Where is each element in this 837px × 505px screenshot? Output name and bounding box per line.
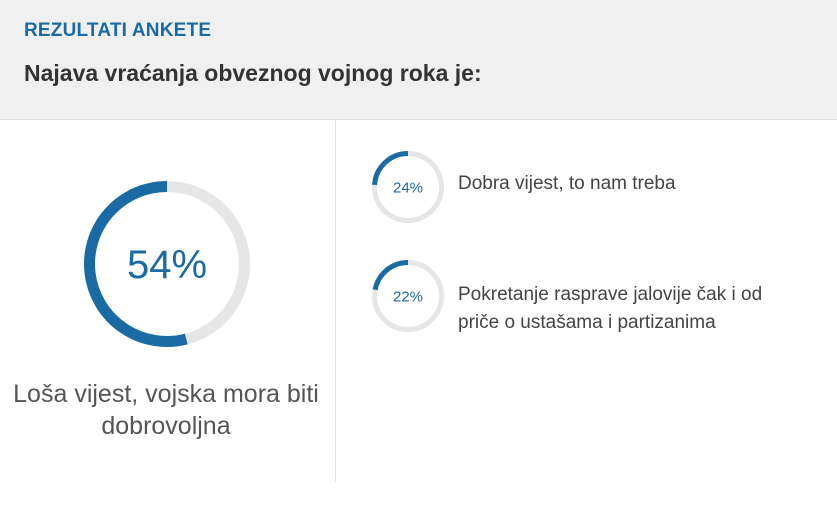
answer-label-main: Loša vijest, vojska mora biti dobrovoljn…: [13, 380, 319, 440]
poll-question: Najava vraćanja obveznog vojnog roka je:: [24, 60, 482, 86]
donut-chart-main: 54%: [84, 181, 250, 347]
donut-chart-answer-3: 22%: [372, 260, 444, 332]
donut-arc: [372, 260, 409, 291]
poll-header: REZULTATI ANKETE Najava vraćanja obvezno…: [0, 0, 837, 120]
answer-label-2: Dobra vijest, to nam treba: [458, 173, 676, 194]
donut-value-label: 22%: [393, 289, 423, 306]
donut-arc: [84, 181, 188, 347]
poll-kicker: REZULTATI ANKETE: [24, 20, 212, 41]
donut-value-label: 24%: [393, 180, 423, 197]
donut-chart-answer-2: 24%: [372, 151, 444, 223]
answer-label-3: Pokretanje rasprave jalovije čak i od pr…: [458, 284, 763, 333]
donut-track: [372, 260, 444, 332]
donut-value-label: 54%: [127, 243, 207, 287]
column-divider: [335, 120, 336, 482]
donut-arc: [372, 151, 409, 186]
